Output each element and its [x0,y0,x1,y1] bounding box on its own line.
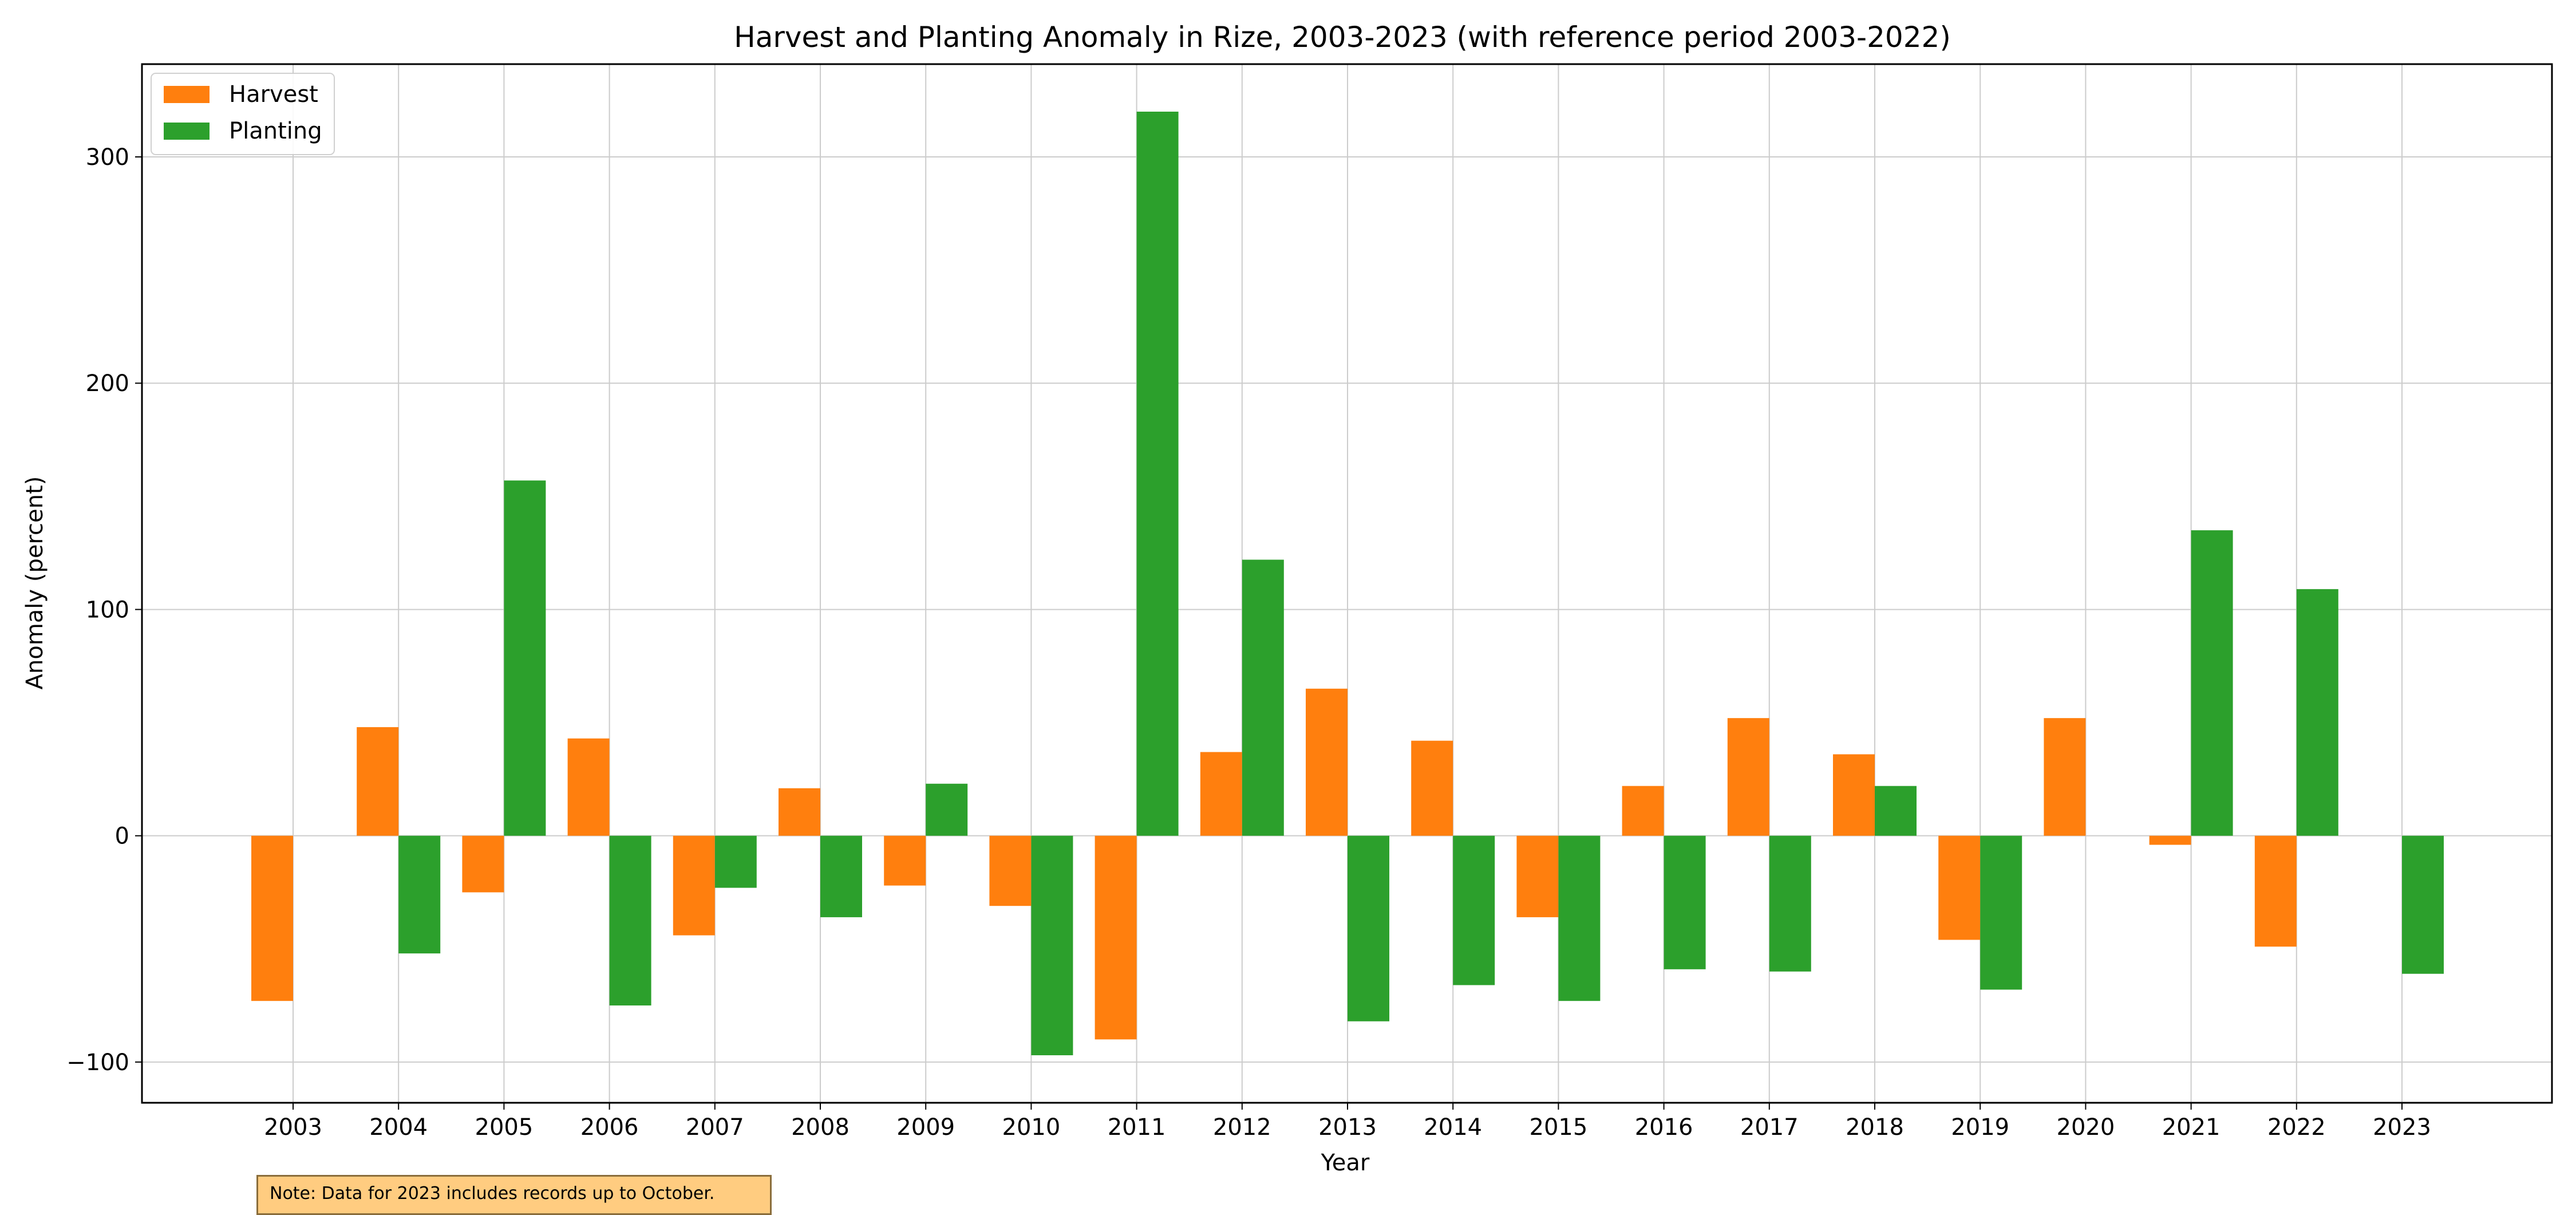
bar-harvest-2021 [2149,835,2191,845]
footnote-text: Note: Data for 2023 includes records up … [270,1184,715,1204]
bar-harvest-2019 [1938,835,1981,940]
x-tick-label: 2015 [1530,1114,1588,1141]
bar-planting-2019 [1980,835,2022,990]
bar-harvest-2009 [884,835,926,886]
x-tick-label: 2013 [1318,1114,1377,1141]
x-tick-label: 2020 [2057,1114,2115,1141]
x-tick-label: 2014 [1424,1114,1482,1141]
bar-planting-2010 [1031,835,1073,1056]
legend-swatch-harvest [164,86,210,103]
bar-planting-2011 [1136,111,1179,836]
bar-harvest-2017 [1727,718,1769,836]
legend-label-harvest: Harvest [229,81,318,108]
footnote-box: Note: Data for 2023 includes records up … [256,1175,772,1215]
bar-harvest-2006 [567,738,610,836]
bar-harvest-2011 [1095,835,1137,1040]
x-tick-label: 2008 [791,1114,850,1141]
bar-planting-2018 [1875,786,1917,836]
bar-harvest-2018 [1833,754,1875,836]
x-tick-label: 2009 [896,1114,955,1141]
x-tick-label: 2010 [1002,1114,1061,1141]
legend-label-planting: Planting [229,118,322,144]
bar-planting-2006 [609,835,651,1006]
bar-planting-2022 [2296,589,2338,836]
y-tick-label: 300 [86,144,129,171]
legend-swatch-planting [164,123,210,140]
bar-harvest-2003 [251,835,293,1001]
x-tick-label: 2023 [2373,1114,2431,1141]
x-tick-label: 2018 [1846,1114,1904,1141]
bar-planting-2023 [2402,835,2444,974]
x-tick-label: 2003 [264,1114,322,1141]
bar-planting-2013 [1348,835,1389,1021]
bar-harvest-2012 [1200,752,1242,836]
bar-harvest-2016 [1622,786,1664,836]
bar-planting-2007 [714,835,757,888]
bar-planting-2008 [820,835,862,917]
chart-title: Harvest and Planting Anomaly in Rize, 20… [734,21,1951,54]
x-tick-label: 2012 [1213,1114,1271,1141]
x-tick-label: 2021 [2162,1114,2221,1141]
bar-harvest-2013 [1306,688,1348,836]
x-tick-label: 2016 [1635,1114,1693,1141]
x-tick-label: 2017 [1740,1114,1799,1141]
y-tick-label: 200 [86,370,129,397]
bar-planting-2009 [926,783,968,836]
bar-harvest-2015 [1516,835,1559,917]
y-tick-label: 100 [86,597,129,623]
bar-harvest-2007 [673,835,715,936]
bar-harvest-2014 [1411,740,1453,836]
x-axis-ticks: 2003 2004 2005 2006 2007 2008 2009 2010 2011 2012… [264,1103,2431,1141]
x-tick-label: 2011 [1108,1114,1166,1141]
bar-planting-2012 [1242,559,1284,836]
bar-planting-2016 [1664,835,1706,969]
bar-harvest-2022 [2254,835,2297,947]
y-axis-ticks: −100 0 100 200 300 [66,144,142,1076]
bars [251,111,2444,1056]
x-tick-label: 2005 [475,1114,534,1141]
x-tick-label: 2022 [2267,1114,2326,1141]
bar-planting-2014 [1453,835,1495,985]
y-tick-label: −100 [66,1050,129,1076]
bar-harvest-2010 [989,835,1032,906]
x-tick-label: 2007 [686,1114,744,1141]
bar-planting-2004 [398,835,441,954]
y-axis-label: Anomaly (percent) [22,476,48,690]
bar-harvest-2020 [2044,718,2086,836]
x-tick-label: 2006 [580,1114,639,1141]
bar-planting-2017 [1769,835,1811,972]
legend: Harvest Planting [151,73,335,155]
bar-planting-2015 [1558,835,1601,1001]
x-axis-label: Year [1321,1150,1370,1176]
bar-harvest-2008 [779,788,820,836]
bar-planting-2005 [504,480,546,836]
bar-harvest-2005 [462,835,504,893]
x-tick-label: 2019 [1951,1114,2009,1141]
y-tick-label: 0 [115,823,129,850]
x-tick-label: 2004 [369,1114,428,1141]
bar-harvest-2004 [357,727,399,836]
grid [142,64,2552,1103]
bar-planting-2021 [2191,530,2233,836]
